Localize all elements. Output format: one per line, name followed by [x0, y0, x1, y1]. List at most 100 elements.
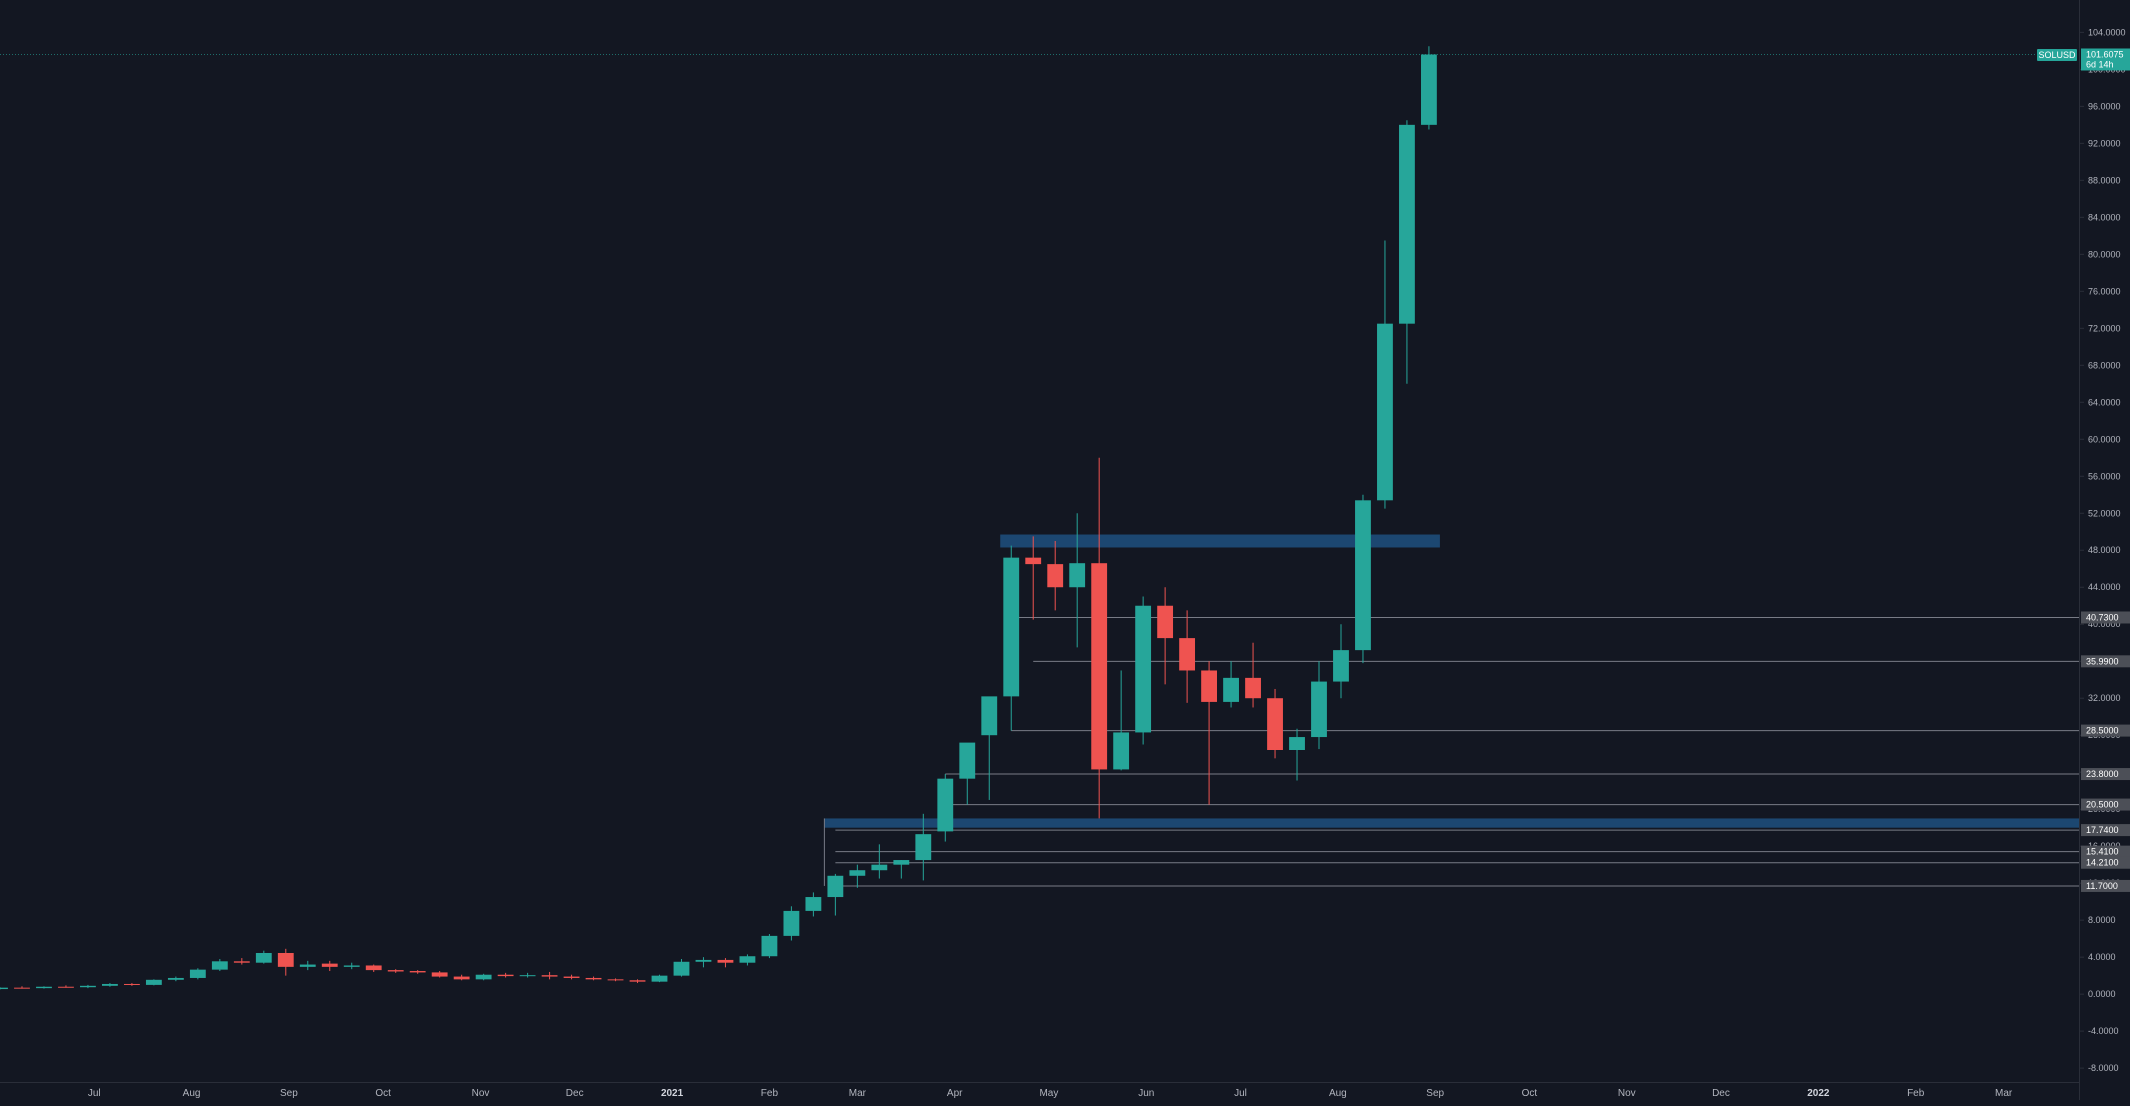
price-tick-label-2: 96.0000 — [2088, 101, 2121, 111]
candle-43 — [937, 774, 954, 842]
level-tag-label-2: 28.5000 — [2086, 726, 2119, 736]
level-tag-8: 11.7000 — [2081, 879, 2130, 892]
time-label-6: 2021 — [661, 1088, 684, 1099]
candle-58 — [1267, 688, 1283, 759]
candle-body-7 — [145, 979, 162, 985]
time-axis-labels: Jul Aug Sep Oct Nov Dec 2021 Feb Mar Apr May Jun Jul… — [88, 1088, 2013, 1099]
candle-35 — [761, 934, 778, 959]
candle-body-27 — [585, 977, 602, 980]
level-tag-bg-2 — [2081, 724, 2130, 737]
candle-body-56 — [1223, 677, 1239, 702]
candle-body-22 — [475, 974, 492, 980]
candle-body-44 — [959, 742, 976, 779]
price-ticks: 104.0000100.000096.000092.000088.000084.… — [2080, 27, 2126, 1073]
price-axis[interactable]: 104.0000100.000096.000092.000088.000084.… — [2079, 0, 2130, 1100]
level-tag-bg-0 — [2081, 611, 2130, 624]
candle-body-52 — [1135, 605, 1152, 733]
candlestick-chart[interactable] — [0, 0, 2079, 1082]
candle-24 — [519, 972, 536, 978]
candle-2 — [36, 986, 52, 989]
candle-55 — [1201, 661, 1218, 805]
candle-20 — [431, 971, 448, 978]
candle-44 — [959, 742, 976, 805]
time-axis[interactable]: Jul Aug Sep Oct Nov Dec 2021 Feb Mar Apr May Jun Jul… — [0, 1082, 2079, 1101]
candle-body-43 — [937, 778, 954, 832]
candle-body-23 — [497, 974, 514, 977]
candle-body-42 — [915, 834, 932, 861]
price-tick-label-10: 64.0000 — [2088, 397, 2121, 407]
level-tag-4: 20.5000 — [2081, 798, 2130, 811]
candle-3 — [58, 985, 74, 988]
candle-body-55 — [1201, 670, 1218, 702]
candle-body-14 — [299, 964, 316, 967]
time-label-20: Mar — [1995, 1088, 2013, 1099]
price-tick-label-14: 48.0000 — [2088, 545, 2121, 555]
price-tick-label-28: -8.0000 — [2088, 1063, 2119, 1073]
candle-body-10 — [211, 961, 228, 970]
price-tick-label-27: -4.0000 — [2088, 1026, 2119, 1036]
candle-body-60 — [1311, 681, 1327, 738]
candle-34 — [739, 954, 756, 966]
candle-body-61 — [1333, 650, 1349, 682]
candle-body-35 — [761, 935, 778, 957]
candle-body-50 — [1091, 563, 1108, 770]
candle-body-17 — [365, 965, 382, 971]
candle-body-38 — [827, 875, 844, 898]
candle-1 — [14, 986, 30, 989]
candle-body-21 — [453, 976, 470, 980]
level-tag-label-6: 15.4100 — [2086, 847, 2119, 857]
candle-body-28 — [607, 979, 624, 981]
time-label-16: Nov — [1618, 1088, 1636, 1099]
candle-8 — [167, 976, 184, 982]
candle-body-37 — [805, 897, 822, 911]
countdown-label: 6d 14h — [2086, 59, 2114, 69]
candle-18 — [387, 969, 404, 973]
candle-45 — [981, 696, 998, 800]
candle-15 — [321, 960, 338, 972]
candle-body-31 — [673, 961, 690, 976]
candle-33 — [717, 958, 734, 968]
candle-51 — [1113, 670, 1130, 771]
time-label-13: Aug — [1329, 1088, 1347, 1099]
candle-39 — [849, 864, 866, 888]
candle-25 — [541, 971, 558, 980]
candles-layer — [0, 46, 1437, 990]
candle-54 — [1179, 610, 1196, 703]
candle-6 — [123, 983, 140, 986]
candle-23 — [497, 972, 514, 978]
candle-28 — [607, 978, 624, 982]
price-tick-label-7: 76.0000 — [2088, 286, 2121, 296]
candle-64 — [1399, 120, 1415, 384]
candle-body-48 — [1047, 564, 1064, 588]
candle-14 — [299, 960, 316, 971]
candle-57 — [1245, 642, 1261, 708]
time-label-19: Feb — [1907, 1088, 1925, 1099]
candle-body-53 — [1157, 605, 1174, 639]
candle-4 — [80, 984, 96, 989]
candle-body-47 — [1025, 557, 1042, 565]
time-label-4: Nov — [472, 1088, 490, 1099]
candle-50 — [1091, 457, 1108, 819]
candle-41 — [893, 860, 910, 879]
candle-body-6 — [123, 983, 140, 985]
price-tick-label-24: 8.0000 — [2088, 915, 2116, 925]
candle-body-39 — [849, 870, 866, 876]
symbol-label: SOLUSD — [2038, 50, 2076, 60]
candle-body-54 — [1179, 638, 1196, 671]
level-tag-bg-1 — [2081, 655, 2130, 668]
candle-59 — [1289, 728, 1305, 781]
candle-52 — [1135, 596, 1152, 745]
candle-body-20 — [431, 972, 448, 977]
level-tag-3: 23.8000 — [2081, 768, 2130, 781]
candle-body-64 — [1399, 124, 1415, 324]
level-tag-2: 28.5000 — [2081, 724, 2130, 737]
level-tag-label-1: 35.9900 — [2086, 656, 2119, 666]
chart-pane[interactable] — [0, 0, 2079, 1082]
candle-48 — [1047, 541, 1064, 611]
candle-5 — [102, 983, 118, 987]
time-label-12: Jul — [1234, 1088, 1247, 1099]
price-tick-label-0: 104.0000 — [2088, 27, 2126, 37]
candle-0 — [0, 987, 8, 990]
last-price-tag-bg — [2081, 48, 2130, 71]
candle-body-40 — [871, 864, 888, 871]
